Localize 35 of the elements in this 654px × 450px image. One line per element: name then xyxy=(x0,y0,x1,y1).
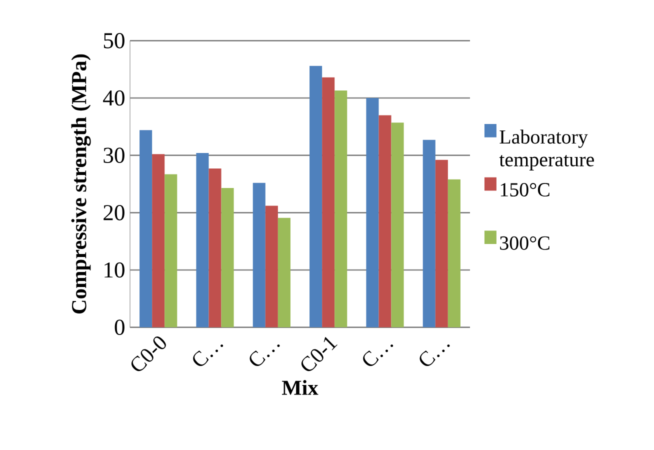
bar xyxy=(448,179,460,328)
bar xyxy=(152,154,165,328)
legend-label: 300°C xyxy=(500,236,550,250)
bar xyxy=(334,90,348,328)
bar xyxy=(221,188,234,328)
bar xyxy=(366,98,379,328)
bar xyxy=(435,160,448,328)
bar xyxy=(208,168,222,328)
x-tick-label: C… xyxy=(420,344,450,366)
bar xyxy=(378,115,392,328)
bar xyxy=(196,153,209,328)
x-tick-label: C… xyxy=(363,344,394,366)
x-tick-label: C… xyxy=(193,344,224,366)
x-axis-title: Mix xyxy=(282,380,318,395)
y-axis-title: Compressive strength (MPa) xyxy=(71,54,91,314)
legend-label: Laboratory temperature xyxy=(499,130,594,170)
bar xyxy=(252,182,266,328)
y-tick-label: 30 xyxy=(104,148,124,163)
bar xyxy=(140,130,152,328)
y-tick-label: 0 xyxy=(114,320,124,335)
y-tick-label: 10 xyxy=(104,262,124,278)
bar xyxy=(391,122,404,328)
x-tick-label: C0-1 xyxy=(301,336,338,372)
y-tick-label: 50 xyxy=(104,33,124,48)
y-tick-label: 40 xyxy=(103,90,124,106)
bar xyxy=(164,174,178,328)
bar xyxy=(278,218,290,328)
bar xyxy=(422,140,436,328)
bar xyxy=(310,66,322,328)
legend-label: 150°C xyxy=(500,182,550,196)
bar xyxy=(265,206,278,328)
x-tick-label: C… xyxy=(250,344,280,366)
bar xyxy=(322,77,335,328)
y-tick-label: 20 xyxy=(104,205,124,220)
x-tick-label: C0-0 xyxy=(131,336,166,372)
